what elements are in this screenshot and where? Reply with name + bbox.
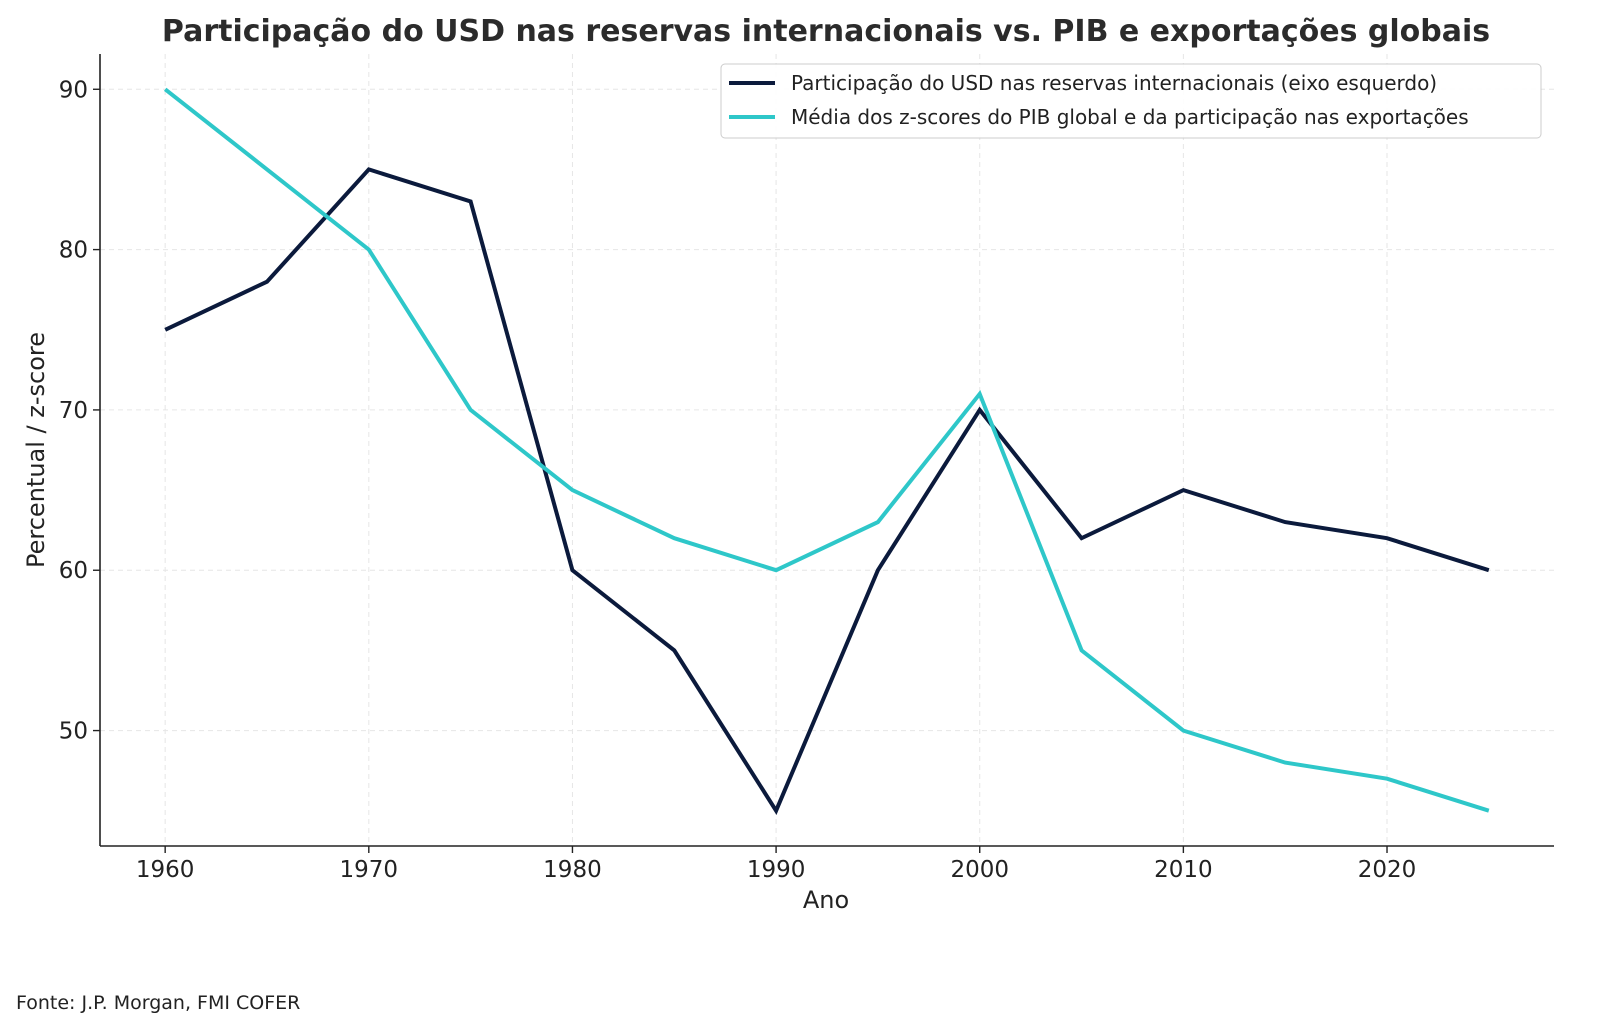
grid: [100, 54, 1554, 846]
x-tick-label: 2010: [1154, 857, 1213, 883]
legend-box: [720, 63, 1542, 139]
y-axis-label: Percentual / z-score: [22, 332, 50, 568]
x-tick-label: 1960: [136, 857, 195, 883]
x-tick-label: 1970: [340, 857, 399, 883]
y-tick-label: 90: [59, 77, 88, 103]
legend-label-gdp: Média dos z-scores do PIB global e da pa…: [791, 105, 1469, 129]
x-ticks: 1960 1970 1980 1990 2000 2010 2020: [136, 846, 1416, 883]
y-tick-label: 50: [59, 719, 88, 745]
y-tick-label: 80: [59, 238, 88, 264]
series-lines: [163, 87, 1490, 815]
legend: Participação do USD nas reservas interna…: [720, 63, 1542, 139]
x-axis-label: Ano: [803, 886, 849, 914]
series-line-gdp: [163, 87, 1490, 813]
chart-title: Participação do USD nas reservas interna…: [162, 14, 1490, 49]
y-ticks: 50 60 70 80 90: [59, 77, 100, 745]
y-tick-label: 60: [59, 558, 88, 584]
x-tick-label: 2020: [1358, 857, 1417, 883]
x-tick-label: 1980: [543, 857, 602, 883]
source-note: Fonte: J.P. Morgan, FMI COFER: [16, 992, 301, 1014]
x-tick-label: 1990: [747, 857, 806, 883]
x-tick-label: 2000: [950, 857, 1009, 883]
series-line-usd: [164, 167, 1490, 815]
y-tick-label: 70: [59, 398, 88, 424]
legend-label-usd: Participação do USD nas reservas interna…: [791, 71, 1437, 95]
